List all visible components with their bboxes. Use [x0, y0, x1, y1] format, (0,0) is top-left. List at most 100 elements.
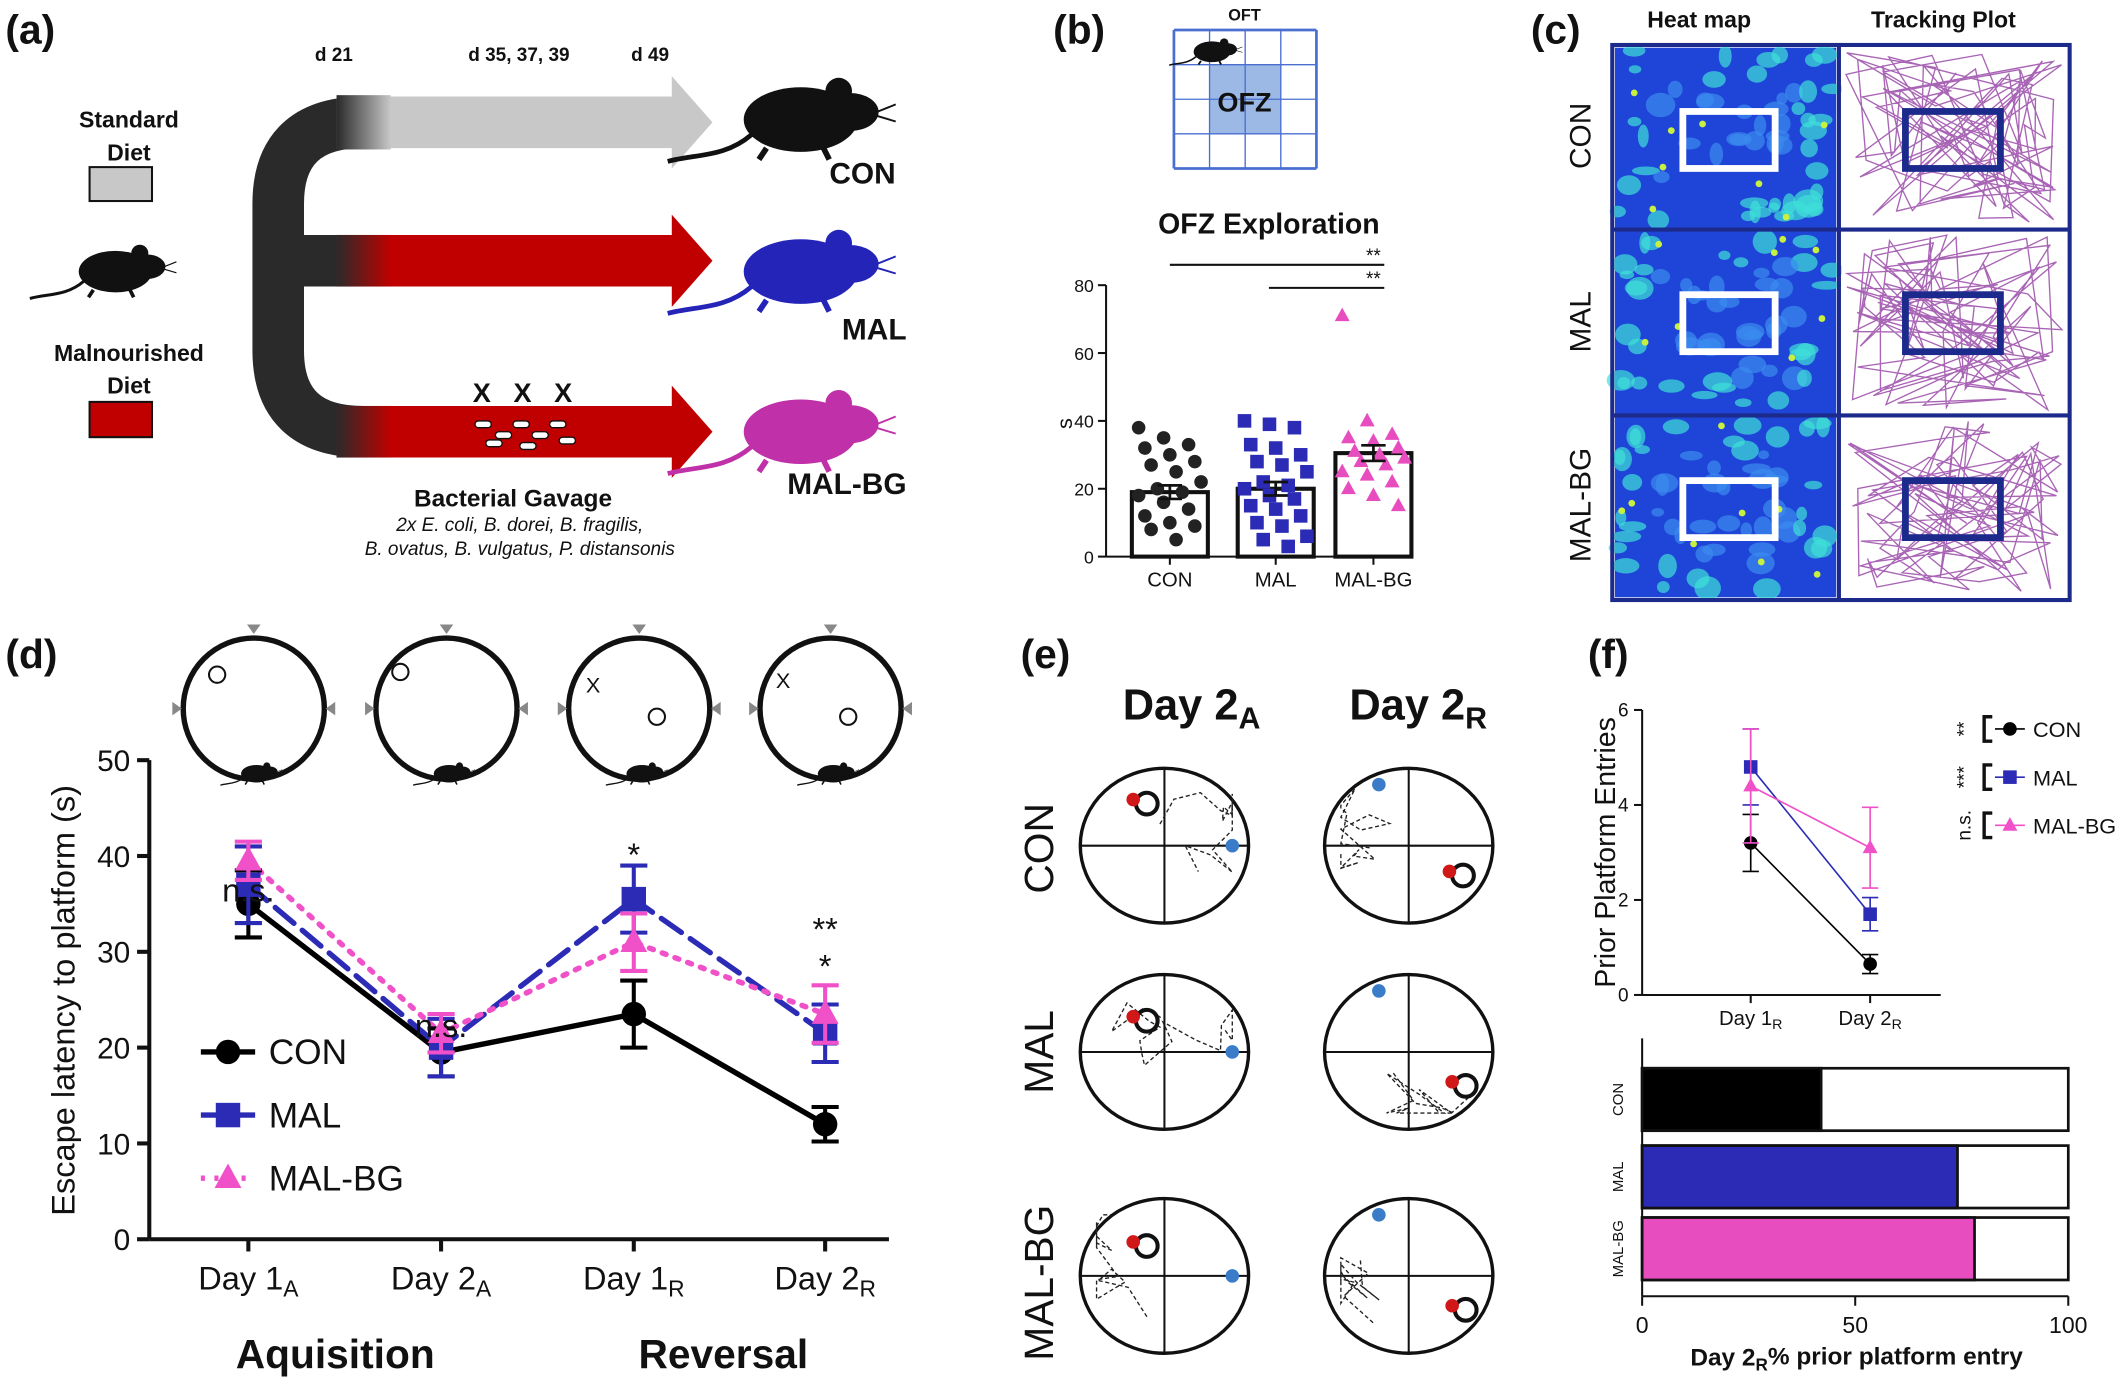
- heat-spot: [1718, 250, 1731, 260]
- mouse-icon: [605, 762, 668, 786]
- bacterium: [548, 420, 567, 429]
- x-tick-label-sub: A: [283, 1275, 299, 1301]
- row-label: MAL-BG: [1565, 448, 1598, 562]
- heat-spot: [1689, 519, 1717, 534]
- marker: [1250, 454, 1264, 469]
- marker: [1131, 488, 1146, 503]
- heat-spot: [1627, 116, 1642, 127]
- legend-significance: **: [1955, 721, 1976, 736]
- legend-significance: ***: [1955, 765, 1976, 788]
- swim-path: [1111, 1001, 1233, 1067]
- mouse-ear: [839, 762, 848, 770]
- heat-spot: [1800, 112, 1816, 128]
- mouse-whiskers: [1236, 46, 1243, 53]
- heat-spot: [1634, 263, 1654, 276]
- x-tick-label: Day 2A: [391, 1260, 492, 1301]
- legend-significance: n.s.: [1955, 810, 1976, 841]
- x-tick-label-main: Day 2: [391, 1260, 476, 1296]
- heat-spot: [1632, 166, 1660, 176]
- mouse-feet: [821, 781, 842, 786]
- heat-hot: [1812, 246, 1820, 254]
- heat-hot: [1738, 509, 1746, 517]
- heat-spot: [1622, 473, 1643, 491]
- heat-spot: [1615, 323, 1641, 346]
- y-tick-label: 0: [1618, 986, 1629, 1007]
- y-tick-label: 0: [114, 1224, 131, 1257]
- marker: [2002, 817, 2018, 831]
- mouse-ear: [825, 389, 853, 417]
- mouse-tail: [605, 777, 629, 786]
- series-line: [245, 882, 828, 1052]
- heat-spot: [1738, 355, 1767, 374]
- heat-spot: [1771, 46, 1789, 64]
- heat-spot: [1641, 235, 1662, 251]
- bacterium: [531, 431, 549, 440]
- center-zone: [1902, 291, 2004, 356]
- legend-label: MAL: [269, 1096, 342, 1135]
- timeline-arrow: [350, 385, 713, 478]
- mouse-ear: [455, 762, 464, 770]
- group-label: MAL-BG: [787, 468, 906, 501]
- mouse-feet: [437, 781, 458, 786]
- heat-hot: [1782, 213, 1790, 221]
- marker: [1175, 485, 1190, 499]
- heat-spot: [1734, 398, 1752, 407]
- marker: [1144, 522, 1158, 537]
- marker: [2003, 722, 2017, 736]
- legend-label: MAL-BG: [269, 1159, 404, 1198]
- bacterium: [558, 436, 577, 445]
- y-tick-label: 60: [1074, 344, 1094, 364]
- maze-cue: [518, 701, 528, 716]
- end-point: [1442, 864, 1457, 879]
- maze-platform: [391, 662, 410, 682]
- mouse-feet: [86, 288, 136, 299]
- x-tick-label: 50: [1842, 1312, 1868, 1338]
- marker: [1365, 487, 1381, 501]
- marker: [1163, 448, 1177, 462]
- marker: [1293, 509, 1308, 523]
- series-line: [1750, 785, 1871, 849]
- y-tick-label: 6: [1618, 701, 1629, 722]
- heat-hot: [1659, 163, 1667, 171]
- maze: [757, 635, 904, 782]
- series-line: [245, 901, 828, 1127]
- heat-spot: [1741, 210, 1756, 222]
- y-tick-label: CON: [1610, 1083, 1627, 1116]
- panel-label: (f): [1588, 631, 1629, 677]
- marker: [1144, 458, 1158, 472]
- marker: [1390, 439, 1406, 454]
- column-header: Heat map: [1647, 6, 1751, 32]
- mouse-whiskers: [876, 103, 897, 123]
- marker: [1340, 480, 1356, 495]
- marker: [1169, 465, 1183, 479]
- diet-box: [88, 400, 154, 439]
- x-tick-label: MAL-BG: [1334, 569, 1412, 591]
- heat-spot: [1731, 440, 1759, 461]
- mouse-ear: [648, 762, 656, 770]
- mouse-icon: [1168, 38, 1243, 66]
- end-point: [1445, 1298, 1459, 1313]
- mouse-icon: [412, 762, 476, 786]
- swim-path: [1386, 1072, 1478, 1114]
- heat-spot: [1631, 376, 1648, 390]
- x-axis-label: Day 2R% prior platform entry: [1690, 1343, 2023, 1374]
- bacterium: [519, 441, 537, 451]
- end-point: [1126, 1009, 1140, 1024]
- heat-spot: [1753, 578, 1781, 600]
- heat-hot: [1779, 235, 1787, 243]
- mouse-whiskers: [876, 415, 897, 435]
- heat-spot: [1793, 519, 1807, 537]
- timepoint-label: d 35, 37, 39: [468, 45, 569, 66]
- mouse-feet: [1197, 60, 1222, 66]
- gavage-line: 2x E. coli, B. dorei, B. fragilis,: [395, 515, 643, 536]
- heat-spot: [1752, 229, 1777, 254]
- heat-spot: [1767, 391, 1790, 410]
- heat-hot: [1618, 507, 1626, 515]
- mouse-feet: [756, 298, 832, 314]
- bacterium: [474, 420, 492, 429]
- mouse-icon: [29, 244, 177, 300]
- marker: [1743, 777, 1759, 792]
- heat-spot: [1702, 71, 1726, 88]
- heat-spot: [1619, 270, 1635, 280]
